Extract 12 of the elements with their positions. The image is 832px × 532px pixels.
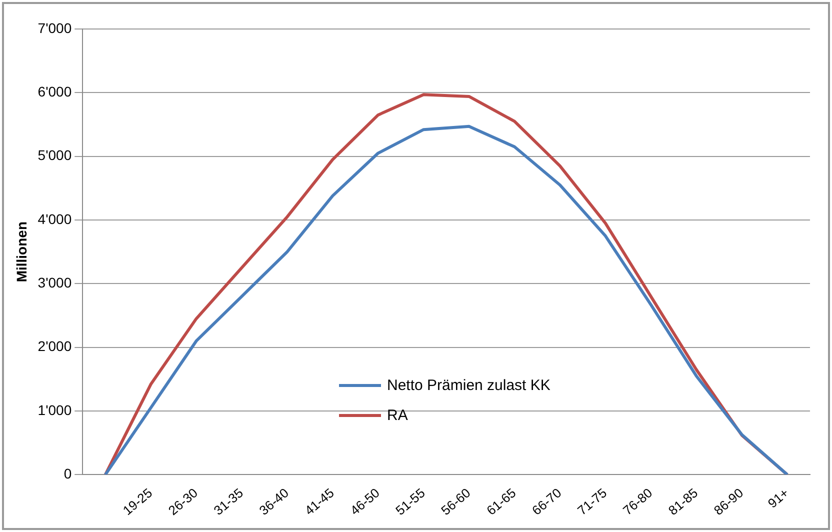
y-axis-title: Millionen (13, 222, 30, 282)
y-tick-label: 0 (64, 466, 72, 482)
y-tick-label: 2'000 (38, 338, 72, 354)
y-tick-label: 4'000 (38, 210, 72, 227)
y-tick-label: 7'000 (38, 20, 72, 36)
y-tick-label: 6'000 (38, 84, 72, 100)
x-tick-label: 91+ (764, 485, 792, 511)
legend-label: Netto Prämien zulast KK (387, 376, 550, 394)
y-tick-label: 1'000 (38, 402, 72, 418)
legend-label: RA (387, 406, 408, 424)
y-tick-label: 5'000 (38, 147, 72, 164)
y-tick-label: 3'000 (38, 274, 72, 291)
